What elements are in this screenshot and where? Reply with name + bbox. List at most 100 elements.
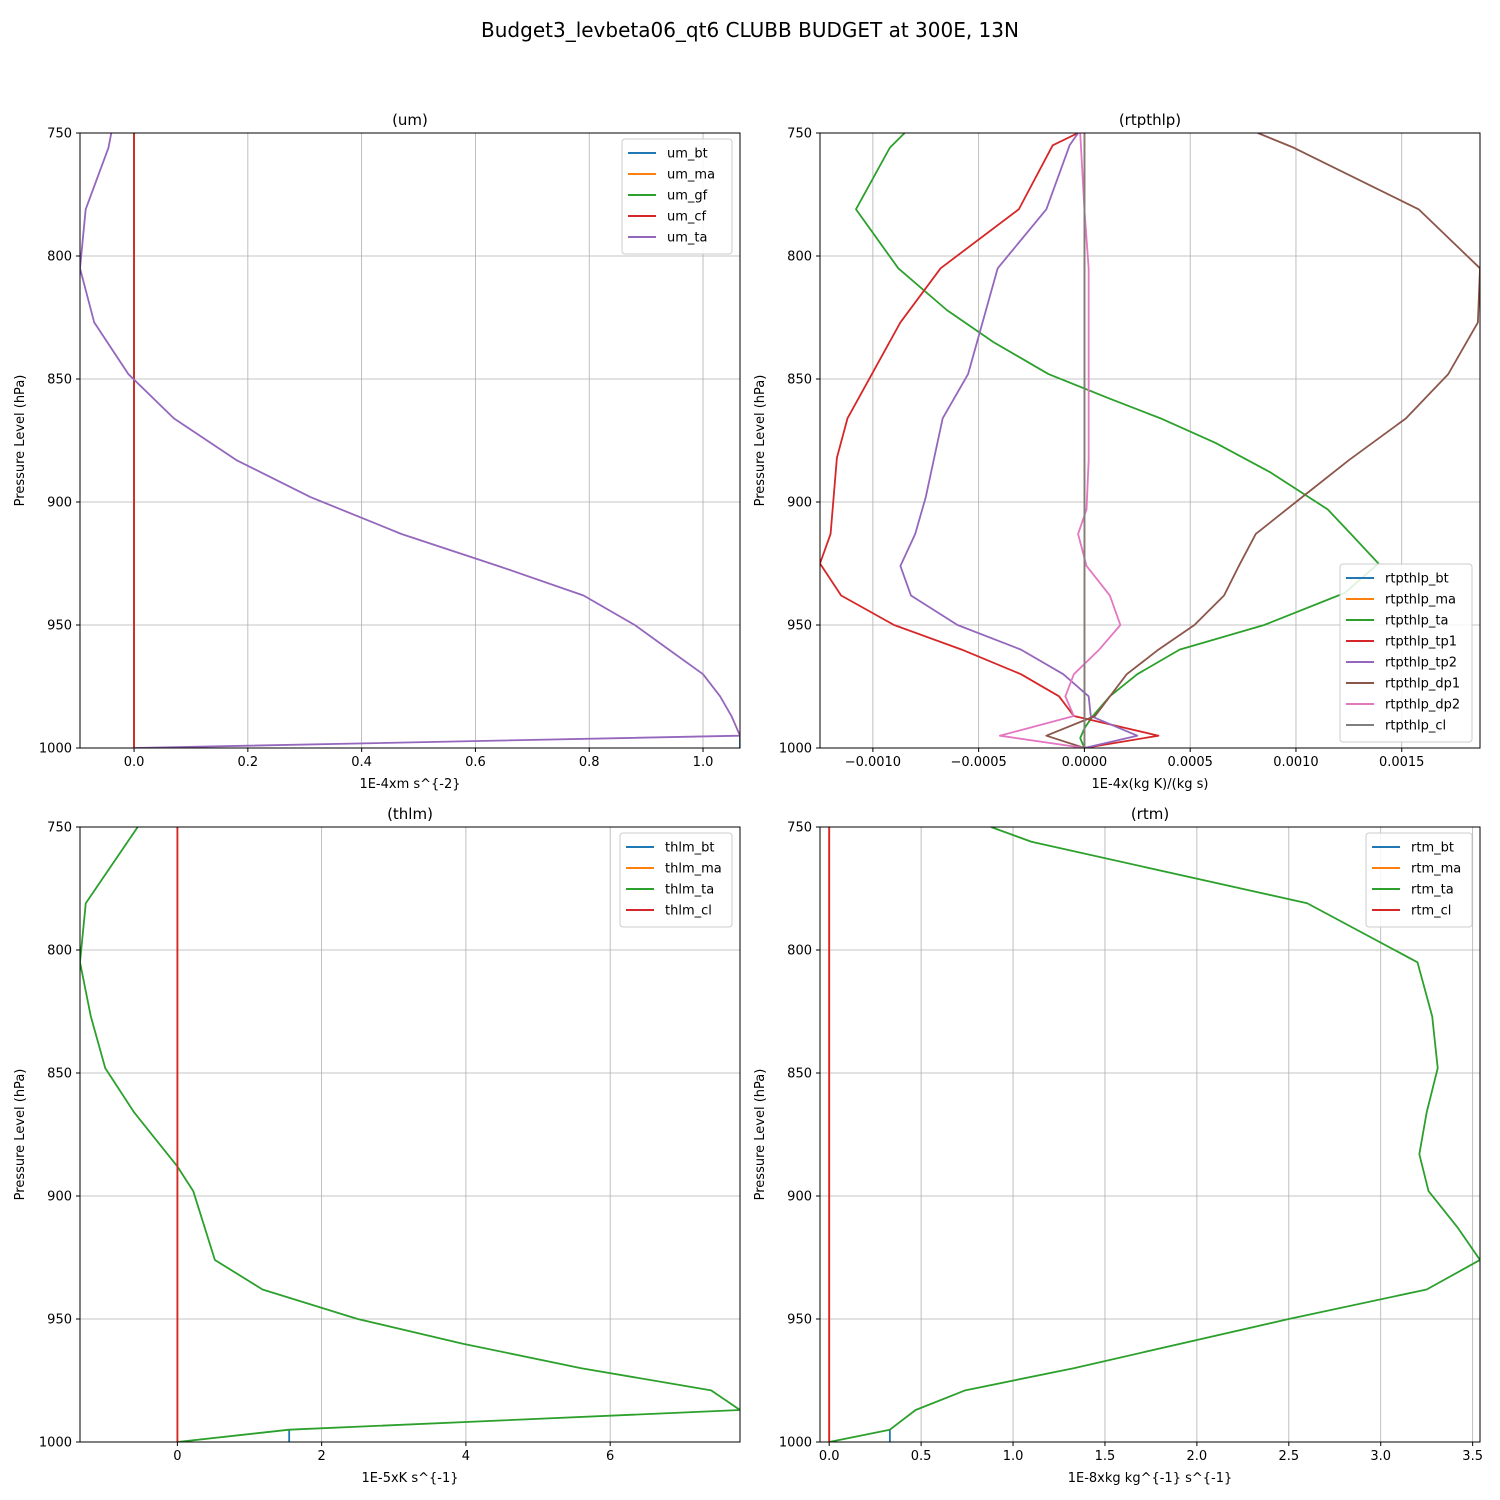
y-tick-label: 800 [787, 944, 812, 959]
series-group [80, 827, 740, 1442]
y-tick-label: 850 [47, 373, 72, 388]
legend-box [621, 138, 733, 255]
x-tick-label: 0.0 [124, 755, 145, 770]
series-line-um_ta [80, 133, 740, 748]
legend-label: rtm_ma [1411, 862, 1461, 877]
legend: thlm_bt thlm_ma thlm_ta thlm_cl [619, 832, 733, 928]
series-line-rtpthlp_tp2 [899, 133, 1139, 748]
x-tick-label: 0.0005 [1167, 755, 1213, 770]
y-tick-label: 900 [787, 496, 812, 511]
x-tick-label: 1.0 [693, 755, 714, 770]
x-tick-label: 0.8 [579, 755, 600, 770]
legend-label: um_cf [667, 210, 707, 225]
legend-label: rtm_ta [1411, 883, 1454, 898]
x-axis-label: 1E-5xK s^{-1} [362, 1471, 459, 1486]
subplot-title: (thlm) [387, 805, 433, 823]
y-tick-label: 750 [787, 127, 812, 142]
y-tick-label: 800 [47, 944, 72, 959]
x-axis-label: 1E-4x(kg K)/(kg s) [1092, 777, 1209, 792]
y-tick-label: 900 [787, 1190, 812, 1205]
x-tick-label: −0.0005 [950, 755, 1006, 770]
x-tick-label: 6 [606, 1449, 614, 1464]
y-tick-label: 950 [47, 1313, 72, 1328]
plot-frame [79, 826, 741, 1443]
y-tick-label: 800 [47, 250, 72, 265]
x-tick-label: 1.5 [1095, 1449, 1116, 1464]
x-tick-label: −0.0010 [845, 755, 901, 770]
x-tick-label: 3.5 [1462, 1449, 1483, 1464]
x-tick-label: 0.0 [819, 1449, 840, 1464]
legend-label: rtpthlp_ma [1385, 593, 1456, 608]
y-axis-label: Pressure Level (hPa) [753, 1069, 768, 1201]
plot-frame [819, 826, 1481, 1443]
legend: rtm_bt rtm_ma rtm_ta rtm_cl [1365, 832, 1473, 928]
legend-label: rtpthlp_bt [1385, 572, 1449, 587]
x-tick-label: 2.5 [1278, 1449, 1299, 1464]
plot-frame [819, 132, 1481, 749]
legend: rtpthlp_bt rtpthlp_ma rtpthlp_ta rtpthlp_tp… [1339, 563, 1473, 743]
series-line-rtpthlp_dp2 [998, 133, 1122, 748]
legend-label: rtpthlp_dp2 [1385, 698, 1460, 713]
y-axis-label: Pressure Level (hPa) [13, 375, 28, 507]
x-tick-label: 0.0015 [1379, 755, 1425, 770]
x-tick-label: 0 [173, 1449, 181, 1464]
x-axis-label: 1E-8xkg kg^{-1} s^{-1} [1068, 1471, 1233, 1486]
legend: um_bt um_ma um_gf um_cf um_ta [621, 138, 733, 255]
y-tick-label: 750 [787, 821, 812, 836]
legend-label: thlm_cl [665, 904, 712, 919]
legend-label: rtpthlp_ta [1385, 614, 1448, 629]
x-tick-label: 1.0 [1003, 1449, 1024, 1464]
y-tick-label: 850 [787, 373, 812, 388]
series-group [828, 827, 1480, 1442]
x-tick-label: 3.0 [1370, 1449, 1391, 1464]
y-tick-label: 750 [47, 127, 72, 142]
y-tick-label: 950 [787, 619, 812, 634]
y-tick-label: 1000 [779, 742, 812, 757]
y-tick-label: 850 [47, 1067, 72, 1082]
series-line-rtpthlp_dp1 [1045, 133, 1480, 748]
legend-box [1365, 832, 1473, 928]
y-tick-label: 1000 [39, 742, 72, 757]
legend-label: rtpthlp_cl [1385, 719, 1446, 734]
y-axis-label: Pressure Level (hPa) [753, 375, 768, 507]
figure-title: Budget3_levbeta06_qt6 CLUBB BUDGET at 30… [481, 18, 1019, 42]
y-tick-label: 1000 [779, 1436, 812, 1451]
subplot-title: (rtm) [1131, 805, 1169, 823]
legend-box [619, 832, 733, 928]
legend-label: rtm_bt [1411, 841, 1454, 856]
subplot-1: −0.0010 −0.0005 0.0000 0.0005 0.0010 0.0015 75… [753, 111, 1481, 792]
series-group [80, 133, 740, 748]
subplot-3: 0.0 0.5 1.0 1.5 2.0 2.5 3.0 3.5 750 800 850 900 950 1… [753, 805, 1483, 1486]
x-tick-label: 0.6 [465, 755, 486, 770]
x-tick-label: 2 [317, 1449, 325, 1464]
x-tick-label: 0.0000 [1062, 755, 1108, 770]
x-tick-label: 0.4 [351, 755, 372, 770]
plot-frame [79, 132, 741, 749]
y-tick-label: 750 [47, 821, 72, 836]
legend-label: um_ma [667, 168, 715, 183]
subplot-title: (um) [392, 111, 428, 129]
subplot-0: 0.0 0.2 0.4 0.6 0.8 1.0 750 800 850 900 950 1000 (um… [13, 111, 741, 792]
y-tick-label: 850 [787, 1067, 812, 1082]
y-tick-label: 800 [787, 250, 812, 265]
x-tick-label: 0.0010 [1273, 755, 1319, 770]
subplot-2: 0 2 4 6 750 800 850 900 950 1000 (thlm) 1E-5xK s^{-… [13, 805, 741, 1486]
series-group [820, 133, 1480, 748]
y-tick-label: 1000 [39, 1436, 72, 1451]
x-tick-label: 4 [462, 1449, 470, 1464]
legend-label: um_gf [667, 189, 708, 204]
y-tick-label: 950 [47, 619, 72, 634]
subplot-title: (rtpthlp) [1119, 111, 1181, 129]
x-axis-label: 1E-4xm s^{-2} [359, 777, 460, 792]
legend-label: rtm_cl [1411, 904, 1451, 919]
legend-label: thlm_ta [665, 883, 714, 898]
y-tick-label: 950 [787, 1313, 812, 1328]
y-tick-label: 900 [47, 1190, 72, 1205]
legend-label: um_ta [667, 231, 707, 246]
x-tick-label: 0.2 [238, 755, 259, 770]
legend-label: rtpthlp_dp1 [1385, 677, 1460, 692]
y-tick-label: 900 [47, 496, 72, 511]
legend-box [1339, 563, 1473, 743]
